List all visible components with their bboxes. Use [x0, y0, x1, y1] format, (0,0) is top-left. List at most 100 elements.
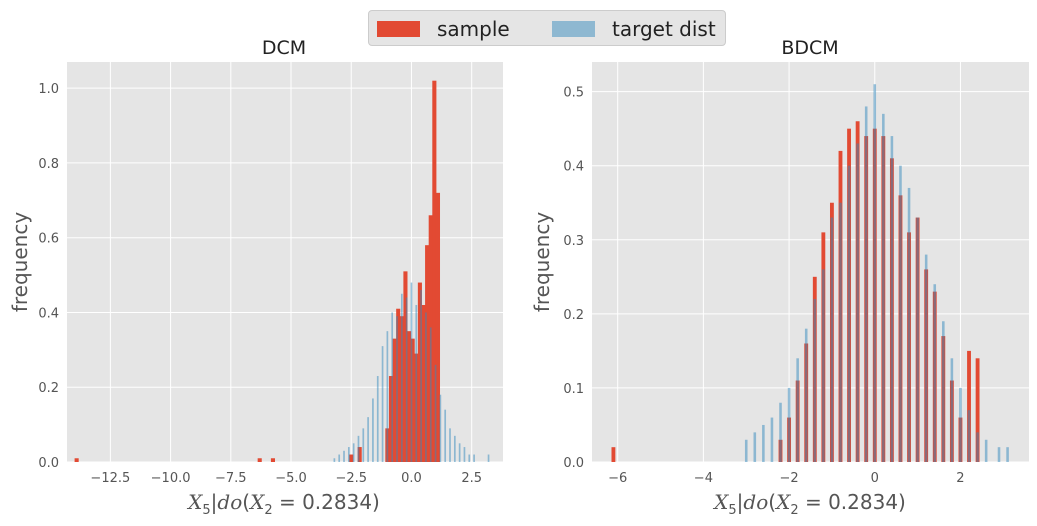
bdcm-bar-target-dist — [864, 106, 868, 462]
bdcm-tick-labels: −6 −4 −2 0 2 0.0 0.1 0.2 0.3 0.4 0.5 — [563, 86, 964, 486]
dcm-ytick-label: 0.8 — [38, 157, 59, 172]
dcm-bar-sample — [435, 192, 441, 462]
bdcm-bar-target-dist — [873, 84, 877, 462]
dcm-bar-sample — [388, 376, 394, 462]
bdcm-bar-target-dist — [847, 165, 851, 462]
bdcm-ytick-label: 0.3 — [563, 234, 584, 249]
dcm-bar-target-dist — [429, 327, 432, 462]
dcm-bar-target-dist — [487, 454, 490, 462]
dcm-bar-sample — [432, 80, 437, 462]
dcm-bar-target-dist — [415, 304, 418, 462]
dcm-bar-sample — [74, 458, 79, 462]
dcm-bar-target-dist — [425, 312, 427, 462]
dcm-bar-target-dist — [439, 394, 442, 462]
dcm-bar-target-dist — [473, 454, 475, 462]
dcm-bar-sample — [349, 454, 354, 462]
bdcm-bar-target-dist — [924, 254, 928, 462]
bdcm-bar-target-dist — [967, 410, 971, 462]
bdcm-ylabel: frequency — [530, 212, 554, 312]
bdcm-bar-target-dist — [770, 417, 774, 462]
dcm-ytick-label: 0.2 — [38, 381, 59, 396]
dcm-bar-sample — [357, 447, 362, 462]
dcm-bar-sample — [270, 458, 276, 462]
dcm-xlabel: X5|do(X2 = 0.2834) — [186, 490, 380, 518]
dcm-panel: −12.5 −10.0 −7.5 −5.0 −2.5 0.0 2.5 0.0 0.2 0.4 0.6… — [8, 37, 503, 518]
bdcm-xtick-label: −2 — [779, 471, 798, 486]
bdcm-bar-target-dist — [950, 358, 954, 462]
bdcm-bar-target-dist — [839, 202, 842, 463]
dcm-ytick-label: 1.0 — [38, 82, 59, 97]
bdcm-series-target-dist — [744, 84, 1009, 463]
bdcm-bar-target-dist — [779, 402, 782, 462]
legend-item-sample: sample — [377, 11, 510, 47]
bdcm-bar-sample — [967, 350, 971, 462]
bdcm-xtick-label: −4 — [694, 471, 713, 486]
dcm-bar-target-dist — [372, 398, 374, 462]
dcm-bar-sample — [417, 282, 422, 462]
bdcm-bar-target-dist — [942, 321, 945, 462]
dcm-tick-labels: −12.5 −10.0 −7.5 −5.0 −2.5 0.0 2.5 0.0 0.2 0.4 0.6… — [38, 82, 482, 486]
bdcm-ytick-label: 0.0 — [563, 456, 584, 471]
legend-label-sample: sample — [437, 17, 510, 41]
bdcm-bar-target-dist — [804, 328, 808, 462]
bdcm-ytick-label: 0.5 — [563, 86, 584, 101]
dcm-xtick-label: 0.0 — [401, 471, 422, 486]
dcm-bar-target-dist — [434, 364, 437, 462]
bdcm-bar-target-dist — [916, 217, 919, 462]
dcm-bar-target-dist — [333, 458, 336, 462]
bdcm-bar-target-dist — [984, 439, 988, 462]
legend-swatch-sample — [377, 21, 420, 37]
bdcm-bar-target-dist — [899, 165, 902, 462]
dcm-ytick-label: 0.0 — [38, 456, 59, 471]
dcm-bar-target-dist — [400, 293, 403, 462]
dcm-xtick-label: −10.0 — [151, 471, 191, 486]
dcm-series-target-dist — [333, 282, 490, 462]
dcm-bar-target-dist — [367, 417, 369, 462]
bdcm-bar-target-dist — [796, 358, 799, 462]
dcm-bar-target-dist — [410, 282, 413, 462]
bdcm-bar-target-dist — [890, 136, 894, 462]
bdcm-bar-target-dist — [997, 447, 1001, 462]
dcm-bar-target-dist — [463, 447, 466, 462]
bdcm-bar-target-dist — [976, 432, 979, 462]
bdcm-panel: −6 −4 −2 0 2 0.0 0.1 0.2 0.3 0.4 0.5 BDCM frequenc… — [530, 37, 1029, 518]
dcm-bar-sample — [403, 271, 408, 462]
dcm-bar-target-dist — [391, 312, 394, 462]
dcm-bar-sample — [392, 338, 397, 462]
dcm-bar-sample — [396, 308, 401, 462]
dcm-ytick-label: 0.6 — [38, 232, 59, 247]
dcm-bar-target-dist — [376, 376, 379, 462]
bdcm-bar-target-dist — [1006, 447, 1009, 462]
bdcm-bar-target-dist — [856, 143, 859, 462]
dcm-bar-target-dist — [343, 450, 345, 462]
dcm-bar-target-dist — [444, 409, 447, 462]
dcm-bar-target-dist — [347, 447, 350, 462]
dcm-xtick-label: −5.0 — [275, 471, 307, 486]
dcm-xtick-label: −2.5 — [335, 471, 367, 486]
dcm-xtick-label: −12.5 — [90, 471, 130, 486]
bdcm-bar-target-dist — [907, 187, 911, 463]
bdcm-bars — [611, 84, 1009, 463]
dcm-bar-target-dist — [453, 435, 456, 462]
legend-label-target-dist: target dist — [612, 17, 716, 41]
dcm-bar-target-dist — [352, 443, 355, 462]
dcm-bar-target-dist — [405, 297, 408, 462]
dcm-ylabel: frequency — [8, 212, 32, 312]
dcm-xtick-label: −7.5 — [215, 471, 247, 486]
bdcm-xtick-label: 0 — [871, 471, 879, 486]
legend: sample target dist — [368, 10, 726, 46]
bdcm-bar-target-dist — [753, 432, 757, 462]
legend-swatch-target-dist — [552, 21, 595, 37]
dcm-bar-target-dist — [338, 454, 341, 462]
bdcm-xtick-label: −6 — [608, 471, 627, 486]
bdcm-bar-target-dist — [933, 284, 937, 462]
bdcm-ytick-label: 0.4 — [563, 160, 584, 175]
bdcm-ytick-label: 0.2 — [563, 308, 584, 323]
dcm-bar-sample — [410, 338, 415, 462]
bdcm-bar-target-dist — [882, 113, 885, 462]
dcm-title: DCM — [262, 37, 306, 59]
bdcm-bar-target-dist — [762, 424, 765, 462]
bdcm-bar-sample — [975, 358, 980, 462]
dcm-bar-sample — [407, 331, 412, 462]
bdcm-bar-sample — [611, 447, 616, 462]
